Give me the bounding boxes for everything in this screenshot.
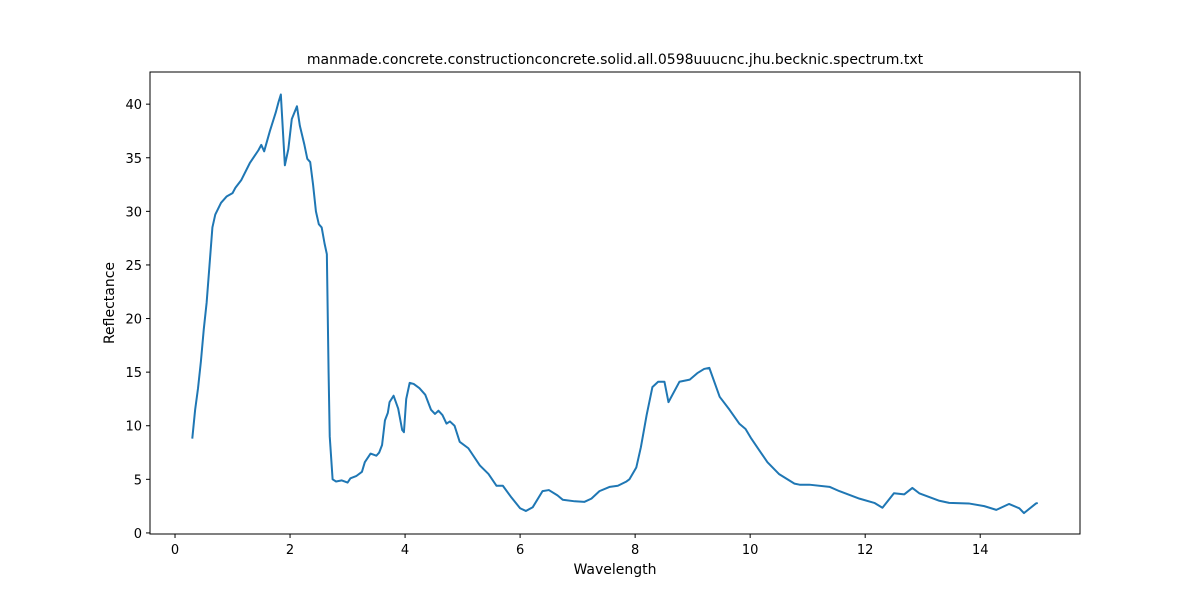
x-tick-label: 2 bbox=[286, 543, 294, 558]
y-tick-label: 30 bbox=[125, 205, 142, 220]
data-line bbox=[191, 93, 1039, 515]
chart-title: manmade.concrete.constructionconcrete.so… bbox=[307, 52, 924, 68]
x-tick-label: 0 bbox=[171, 543, 179, 558]
x-tick-label: 14 bbox=[972, 543, 989, 558]
x-axis-label: Wavelength bbox=[573, 562, 656, 578]
x-tick-label: 8 bbox=[631, 543, 639, 558]
y-tick-label: 10 bbox=[125, 420, 142, 435]
y-tick-label: 0 bbox=[134, 527, 142, 542]
y-tick-label: 20 bbox=[125, 313, 142, 328]
y-tick-label: 5 bbox=[134, 473, 142, 488]
x-tick-label: 12 bbox=[857, 543, 874, 558]
y-tick-label: 25 bbox=[125, 259, 142, 274]
y-tick-label: 40 bbox=[125, 98, 142, 113]
x-tick-label: 6 bbox=[516, 543, 524, 558]
plot-frame bbox=[149, 71, 1081, 535]
x-tick-label: 4 bbox=[401, 543, 409, 558]
y-tick-label: 15 bbox=[125, 366, 142, 381]
y-axis-label: Reflectance bbox=[102, 262, 118, 344]
x-tick-label: 10 bbox=[742, 543, 759, 558]
y-tick-label: 35 bbox=[125, 152, 142, 167]
